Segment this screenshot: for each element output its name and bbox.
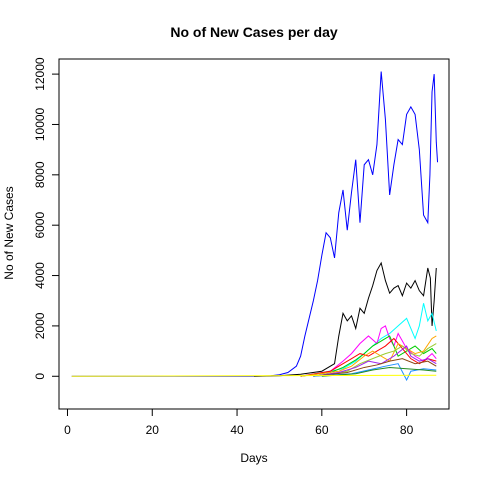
- plot-frame: [58, 58, 450, 410]
- x-axis: 0 20 40 60 80: [64, 408, 414, 437]
- y-axis-label: No of New Cases: [2, 186, 16, 279]
- series-line-1: [253, 261, 437, 377]
- y-tick-label-1: 2000: [33, 312, 47, 339]
- series-line-7: [313, 343, 437, 377]
- x-axis-label: Days: [240, 451, 267, 465]
- y-tick-label-5: 10000: [33, 107, 47, 141]
- series-line-4: [300, 335, 437, 377]
- x-tick-label-4: 80: [400, 423, 414, 437]
- series-line-9: [313, 358, 437, 377]
- y-axis: 0 2000 4000 6000 8000 10000 12000: [33, 57, 60, 380]
- y-tick-label-3: 6000: [33, 212, 47, 239]
- series-line-0: [71, 71, 439, 377]
- y-tick-label-2: 4000: [33, 262, 47, 289]
- series-line-3: [300, 325, 437, 377]
- y-tick-label-6: 12000: [33, 57, 47, 91]
- series-line-12: [71, 374, 437, 377]
- chart-title: No of New Cases per day: [170, 24, 337, 40]
- series-group: [71, 71, 439, 382]
- series-line-2: [300, 303, 437, 377]
- x-tick-label-2: 40: [230, 423, 244, 437]
- x-tick-label-3: 60: [315, 423, 329, 437]
- x-tick-label-1: 20: [146, 423, 160, 437]
- y-tick-label-4: 8000: [33, 161, 47, 188]
- series-line-8: [313, 345, 437, 377]
- series-line-11: [321, 366, 437, 377]
- y-tick-label-0: 0: [33, 373, 47, 380]
- x-tick-label-0: 0: [64, 423, 71, 437]
